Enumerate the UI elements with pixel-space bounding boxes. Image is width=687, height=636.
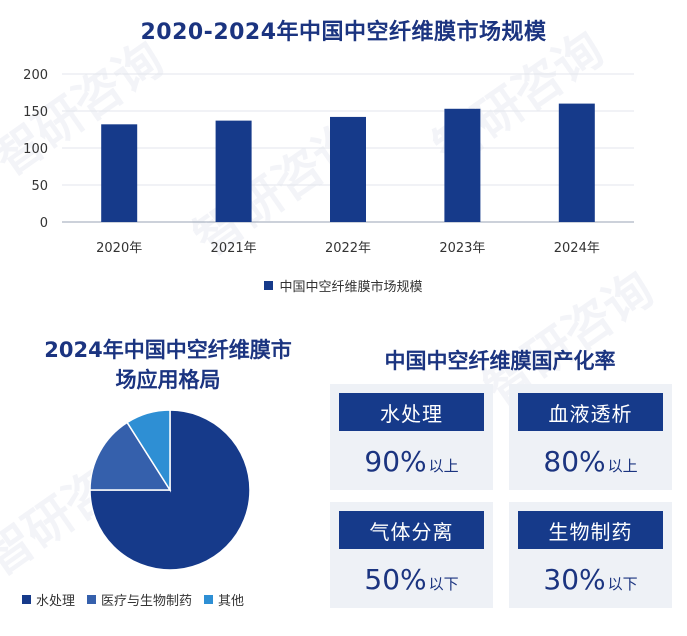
- localization-rate-title: 中国中空纤维膜国产化率: [384, 349, 616, 373]
- rate-card-value: 90%: [364, 445, 427, 478]
- legend-swatch: [87, 595, 97, 604]
- pie-title-line1: 2024年中国中空纤维膜市: [44, 338, 292, 362]
- legend-swatch: [204, 595, 214, 604]
- localization-rate-grid: 水处理 90% 以上 血液透析 80% 以上 气体分离 50% 以下 生物制药 …: [330, 384, 672, 608]
- pie-slice: [89, 421, 172, 491]
- bar: [101, 124, 138, 222]
- x-tick-label: 2020年: [96, 241, 142, 256]
- x-tick-label: 2022年: [325, 241, 371, 256]
- rate-card: 血液透析 80% 以上: [509, 384, 672, 490]
- rate-card-value: 30%: [543, 563, 606, 596]
- pie-slice: [126, 409, 171, 493]
- rate-card-suffix: 以下: [428, 575, 459, 593]
- rate-card-label: 水处理: [339, 393, 484, 431]
- rate-card-label: 气体分离: [339, 511, 484, 549]
- pie-legend-item: 水处理: [22, 590, 75, 609]
- rate-card-value-row: 80% 以上: [543, 445, 637, 478]
- pie-title-line2: 场应用格局: [115, 368, 221, 392]
- bar-chart: 0 50 100 150 200 2020年 2021年 2022年 2023年 2024年: [23, 68, 634, 256]
- y-tick-label: 0: [40, 216, 48, 231]
- rate-card-value-row: 50% 以下: [364, 563, 458, 596]
- rate-card: 生物制药 30% 以下: [509, 502, 672, 608]
- rate-card-value-row: 30% 以下: [543, 563, 637, 596]
- rate-card-value-row: 90% 以上: [364, 445, 458, 478]
- pie-legend-label: 医疗与生物制药: [101, 594, 193, 609]
- bar: [444, 108, 481, 222]
- legend-swatch: [264, 281, 274, 290]
- pie-legend-item: 医疗与生物制药: [87, 590, 192, 609]
- y-tick-label: 200: [23, 68, 48, 83]
- x-tick-label: 2023年: [439, 241, 485, 256]
- pie-legend: 水处理 医疗与生物制药 其他: [22, 590, 322, 609]
- rate-card-value: 80%: [543, 445, 606, 478]
- x-tick-label: 2024年: [554, 241, 600, 256]
- pie-legend-label: 其他: [218, 594, 245, 609]
- bar: [215, 120, 252, 222]
- bar-legend: 中国中空纤维膜市场规模: [0, 276, 687, 295]
- legend-swatch: [22, 595, 31, 604]
- rate-card-suffix: 以下: [607, 575, 638, 593]
- rate-card: 气体分离 50% 以下: [330, 502, 493, 608]
- y-tick-label: 150: [23, 105, 48, 120]
- bar: [330, 116, 366, 222]
- bar-chart-title: 2020-2024年中国中空纤维膜市场规模: [140, 20, 547, 45]
- y-tick-label: 50: [31, 179, 48, 194]
- rate-card-label: 血液透析: [518, 393, 663, 431]
- rate-card-suffix: 以上: [428, 457, 459, 475]
- rate-card-label: 生物制药: [518, 511, 663, 549]
- bar: [558, 103, 595, 222]
- rate-card: 水处理 90% 以上: [330, 384, 493, 490]
- pie-legend-item: 其他: [204, 590, 244, 609]
- rate-card-value: 50%: [364, 563, 427, 596]
- pie-legend-label: 水处理: [36, 594, 76, 609]
- pie-chart: [89, 409, 251, 571]
- rate-card-suffix: 以上: [607, 457, 638, 475]
- bar-legend-label: 中国中空纤维膜市场规模: [279, 280, 423, 295]
- pie-chart-title: 2024年中国中空纤维膜市 场应用格局: [18, 335, 318, 395]
- x-tick-label: 2021年: [211, 241, 257, 256]
- y-tick-label: 100: [23, 142, 48, 157]
